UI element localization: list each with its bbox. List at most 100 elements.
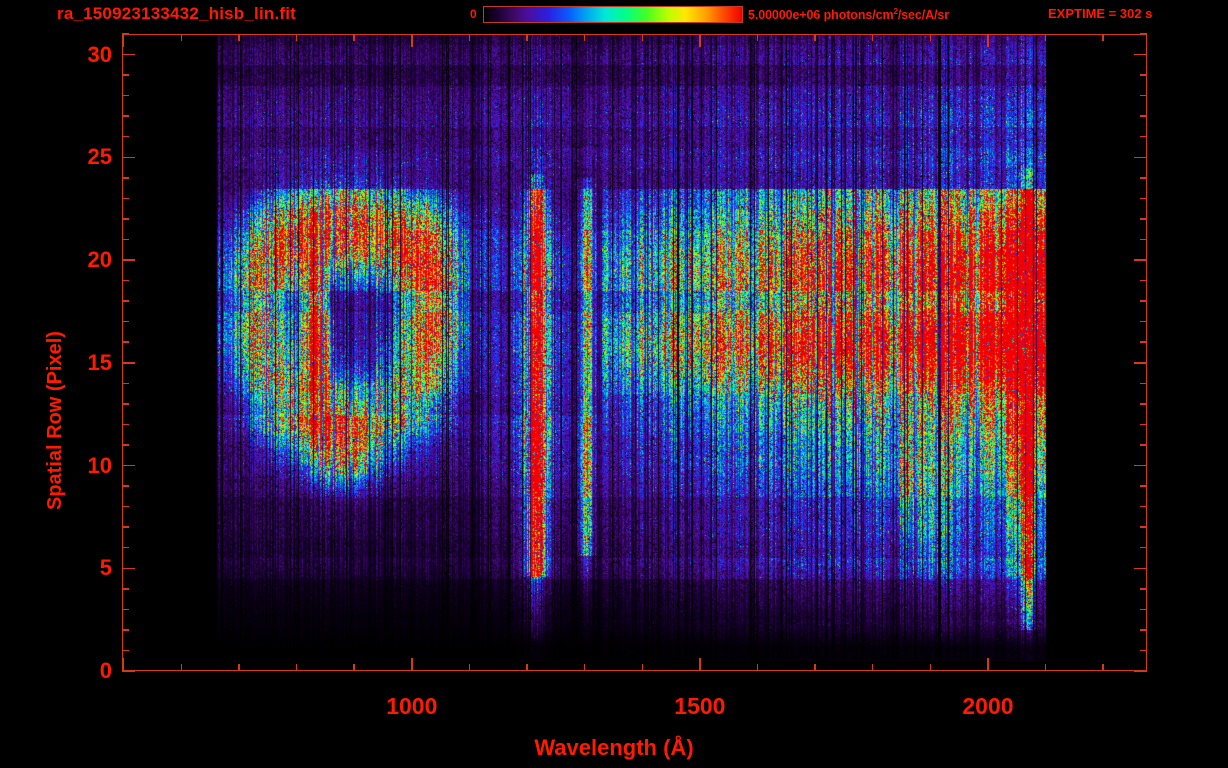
y-tick-right-16 <box>1140 341 1147 343</box>
spectral-heatmap-raster <box>123 35 1146 670</box>
x-tick-1100 <box>468 664 471 671</box>
y-tick-right-3 <box>1140 608 1147 611</box>
y-tick-1 <box>122 649 129 652</box>
colorbar-gradient <box>484 7 742 22</box>
colorbar-units-exponent: 2 <box>893 7 898 16</box>
y-tick-27 <box>122 115 129 117</box>
y-tick-4 <box>122 588 129 590</box>
x-tick-500 <box>122 658 125 671</box>
y-tick-right-8 <box>1140 505 1147 508</box>
y-tick-right-1 <box>1140 649 1147 652</box>
y-tick-right-19 <box>1140 279 1147 282</box>
y-tick-label-10: 10 <box>87 452 112 478</box>
y-tick-2 <box>122 629 129 631</box>
y-tick-15 <box>122 362 135 364</box>
colorbar-max-value: 5.00000e+06 <box>748 8 821 23</box>
y-tick-7 <box>122 526 129 528</box>
x-tick-1500 <box>699 658 701 671</box>
y-tick-26 <box>122 135 129 138</box>
y-tick-right-6 <box>1140 546 1147 549</box>
y-tick-right-5 <box>1134 567 1147 569</box>
x-tick-top-2100 <box>1044 34 1047 41</box>
y-tick-right-9 <box>1140 485 1147 487</box>
y-tick-16 <box>122 341 129 343</box>
colorbar-min-label: 0 <box>470 7 477 21</box>
y-tick-right-11 <box>1140 444 1147 446</box>
x-tick-label-2000: 2000 <box>962 693 1014 719</box>
y-tick-label-20: 20 <box>87 247 112 273</box>
y-tick-5 <box>122 567 135 569</box>
x-axis-title: Wavelength (Å) <box>534 735 694 760</box>
x-tick-1000 <box>411 658 413 671</box>
x-tick-1700 <box>814 664 816 671</box>
x-tick-top-1800 <box>871 34 874 41</box>
x-tick-top-800 <box>295 34 298 41</box>
y-axis-title: Spatial Row (Pixel) <box>44 331 66 510</box>
y-tick-6 <box>122 546 129 549</box>
x-tick-1600 <box>756 664 759 671</box>
y-tick-label-0: 0 <box>99 658 112 683</box>
x-tick-top-1100 <box>468 34 471 41</box>
y-tick-right-23 <box>1140 197 1147 200</box>
y-tick-8 <box>122 505 129 508</box>
y-tick-20 <box>122 259 135 261</box>
y-tick-14 <box>122 382 129 385</box>
x-tick-top-500 <box>122 34 125 47</box>
y-tick-label-25: 25 <box>87 144 112 170</box>
y-tick-right-25 <box>1134 156 1147 159</box>
y-tick-right-2 <box>1140 629 1147 631</box>
x-tick-top-2200 <box>1102 34 1104 41</box>
x-tick-label-1500: 1500 <box>674 693 726 719</box>
y-tick-right-26 <box>1140 135 1147 138</box>
y-tick-25 <box>122 156 135 159</box>
y-tick-10 <box>122 464 135 467</box>
x-tick-top-1200 <box>526 34 528 41</box>
y-tick-right-21 <box>1140 238 1147 241</box>
y-tick-24 <box>122 177 129 179</box>
y-tick-right-31 <box>1140 33 1147 35</box>
y-tick-right-4 <box>1140 588 1147 590</box>
y-tick-13 <box>122 403 129 405</box>
y-tick-right-13 <box>1140 403 1147 405</box>
y-tick-30 <box>122 53 135 56</box>
y-tick-9 <box>122 485 129 487</box>
y-tick-right-15 <box>1134 362 1147 364</box>
y-tick-right-29 <box>1140 74 1147 76</box>
x-tick-top-1300 <box>583 34 586 41</box>
y-tick-right-30 <box>1134 53 1147 56</box>
x-tick-top-1500 <box>699 34 701 47</box>
y-tick-right-22 <box>1140 218 1147 220</box>
y-tick-0 <box>122 670 135 672</box>
y-tick-right-20 <box>1134 259 1147 261</box>
x-tick-900 <box>353 664 355 671</box>
x-tick-top-1900 <box>929 34 932 41</box>
y-tick-right-12 <box>1140 423 1147 426</box>
x-tick-top-1000 <box>411 34 413 47</box>
y-tick-21 <box>122 238 129 241</box>
y-tick-label-5: 5 <box>99 555 112 581</box>
y-tick-19 <box>122 279 129 282</box>
y-tick-right-24 <box>1140 177 1147 179</box>
x-tick-top-900 <box>353 34 355 41</box>
y-tick-right-17 <box>1140 320 1147 323</box>
y-tick-right-0 <box>1134 670 1147 672</box>
x-tick-600 <box>180 664 183 671</box>
y-tick-right-18 <box>1140 300 1147 302</box>
x-tick-1900 <box>929 664 932 671</box>
colorbar-units-post: /sec/A/sr <box>897 8 950 23</box>
x-tick-2100 <box>1044 664 1047 671</box>
y-tick-right-28 <box>1140 94 1147 97</box>
y-tick-label-15: 15 <box>87 349 112 375</box>
x-tick-1400 <box>641 664 644 671</box>
x-tick-label-1000: 1000 <box>386 693 438 719</box>
x-tick-top-700 <box>238 34 240 41</box>
colorbar-max-label: 5.00000e+06 photons/cm2/sec/A/sr <box>748 7 949 22</box>
y-tick-29 <box>122 74 129 76</box>
plot-frame <box>122 34 1147 671</box>
colorbar <box>483 6 743 23</box>
x-tick-top-600 <box>180 34 183 41</box>
y-tick-12 <box>122 423 129 426</box>
x-tick-top-1700 <box>814 34 816 41</box>
y-tick-28 <box>122 94 129 97</box>
